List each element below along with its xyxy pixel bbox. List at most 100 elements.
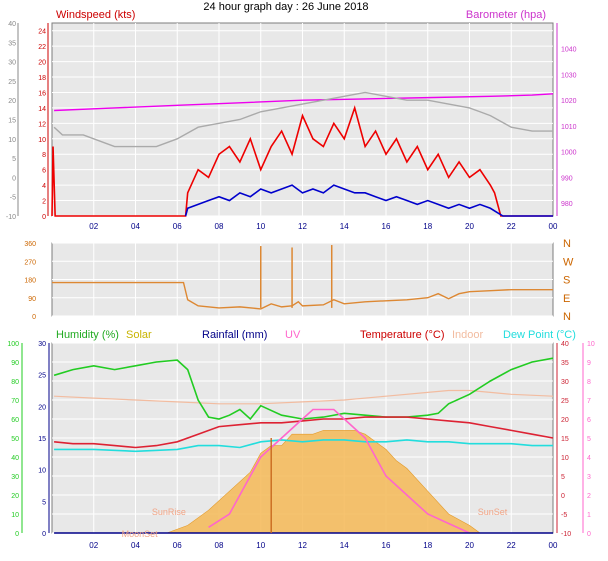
outer-tick-label: 25 bbox=[8, 79, 16, 86]
barometer-tick-label: 1000 bbox=[561, 150, 577, 157]
rainfall-tick-label: 10 bbox=[38, 468, 46, 475]
rainfall-tick-label: 20 bbox=[38, 404, 46, 411]
legend-entry: Humidity (%) bbox=[56, 329, 119, 341]
rainfall-tick-label: 25 bbox=[38, 373, 46, 380]
barometer-tick-label: 990 bbox=[561, 175, 573, 182]
legend-entry: Rainfall (mm) bbox=[202, 329, 267, 341]
outer-left-ticks: -10 -5 0 5 10 15 20 25 30 35 40 bbox=[6, 21, 16, 221]
climate-x-tick-label: 04 bbox=[131, 541, 140, 550]
compass-tick-label: N bbox=[563, 238, 571, 250]
windspeed-axis-title: Windspeed (kts) bbox=[56, 9, 135, 21]
climate-x-tick-label: 02 bbox=[89, 541, 98, 550]
uv-tick-label: 1 bbox=[587, 512, 591, 519]
legend-entry: Indoor bbox=[452, 329, 484, 341]
page-title: 24 hour graph day : 26 June 2018 bbox=[203, 1, 368, 13]
temperature-tick-label: 10 bbox=[561, 455, 569, 462]
windspeed-tick-label: 12 bbox=[38, 121, 46, 128]
temperature-tick-label: 25 bbox=[561, 398, 569, 405]
wind-x-tick-label: 22 bbox=[507, 222, 516, 231]
humidity-ticks: 0 10 20 30 40 50 60 70 80 90 100 bbox=[7, 341, 19, 538]
humidity-tick-label: 70 bbox=[11, 398, 19, 405]
humidity-tick-label: 0 bbox=[15, 531, 19, 538]
climate-x-tick-label: 00 bbox=[549, 541, 558, 550]
wind-x-tick-label: 02 bbox=[89, 222, 98, 231]
wind-x-tick-label: 12 bbox=[298, 222, 307, 231]
uv-tick-label: 10 bbox=[587, 341, 595, 348]
direction-tick-label: 90 bbox=[28, 296, 36, 303]
uv-tick-label: 4 bbox=[587, 455, 591, 462]
temperature-tick-label: 15 bbox=[561, 436, 569, 443]
rainfall-tick-label: 0 bbox=[42, 531, 46, 538]
wind-x-tick-label: 06 bbox=[173, 222, 182, 231]
climate-series-line-4 bbox=[54, 439, 553, 453]
barometer-tick-label: 1010 bbox=[561, 124, 577, 131]
windspeed-tick-label: 0 bbox=[42, 214, 46, 221]
outer-tick-label: 10 bbox=[8, 137, 16, 144]
humidity-tick-label: 30 bbox=[11, 474, 19, 481]
uv-tick-label: 0 bbox=[587, 531, 591, 538]
windspeed-tick-label: 4 bbox=[42, 183, 46, 190]
wind-x-tick-label: 00 bbox=[549, 222, 558, 231]
annotation-label: SunSet bbox=[478, 507, 508, 517]
uv-tick-label: 3 bbox=[587, 474, 591, 481]
uv-tick-label: 8 bbox=[587, 379, 591, 386]
direction-series bbox=[52, 245, 553, 310]
rainfall-tick-label: 30 bbox=[38, 341, 46, 348]
outer-tick-label: -5 bbox=[10, 195, 16, 202]
temperature-tick-label: 20 bbox=[561, 417, 569, 424]
compass-tick-label: E bbox=[563, 293, 570, 305]
wind-series-line-3 bbox=[184, 184, 553, 217]
climate-series bbox=[53, 357, 554, 534]
outer-tick-label: 35 bbox=[8, 40, 16, 47]
climate-x-tick-label: 06 bbox=[173, 541, 182, 550]
legend-entry: Dew Point (°C) bbox=[503, 329, 576, 341]
direction-grid bbox=[52, 242, 553, 317]
wind-x-tick-label: 18 bbox=[423, 222, 432, 231]
outer-tick-label: 40 bbox=[8, 21, 16, 28]
climate-legend: Humidity (%) Solar Rainfall (mm) UV Temperat… bbox=[56, 329, 576, 341]
humidity-tick-label: 100 bbox=[7, 341, 19, 348]
windspeed-tick-label: 14 bbox=[38, 106, 46, 113]
temperature-tick-label: 0 bbox=[561, 493, 565, 500]
uv-tick-label: 2 bbox=[587, 493, 591, 500]
temperature-tick-label: -10 bbox=[561, 531, 571, 538]
wind-series bbox=[51, 91, 554, 217]
climate-x-tick-label: 10 bbox=[256, 541, 265, 550]
outer-tick-label: 20 bbox=[8, 98, 16, 105]
wind-grid bbox=[52, 23, 553, 217]
wind-x-ticks: 02 04 06 08 10 12 14 16 18 20 22 00 bbox=[89, 222, 558, 231]
temperature-tick-label: 30 bbox=[561, 379, 569, 386]
wind-x-tick-label: 20 bbox=[465, 222, 474, 231]
climate-annotations: SunRise SunSet MoonSet bbox=[122, 507, 508, 539]
climate-x-tick-label: 08 bbox=[215, 541, 224, 550]
legend-entry: UV bbox=[285, 329, 301, 341]
climate-series-line-5 bbox=[208, 408, 470, 534]
wind-x-tick-label: 16 bbox=[382, 222, 391, 231]
compass-tick-label: W bbox=[563, 256, 574, 268]
legend-entry: Temperature (°C) bbox=[360, 329, 444, 341]
windspeed-tick-label: 10 bbox=[38, 137, 46, 144]
legend-entry: Solar bbox=[126, 329, 152, 341]
wind-x-tick-label: 04 bbox=[131, 222, 140, 231]
direction-tick-label: 180 bbox=[24, 278, 36, 285]
barometer-ticks: 980 990 1000 1010 1020 1030 1040 bbox=[561, 47, 577, 208]
windspeed-tick-label: 6 bbox=[42, 168, 46, 175]
outer-tick-label: 5 bbox=[12, 156, 16, 163]
wind-series-line-2 bbox=[51, 105, 553, 217]
climate-series-line-3 bbox=[54, 416, 554, 449]
wind-series-line-0 bbox=[54, 93, 554, 112]
climate-x-tick-label: 16 bbox=[382, 541, 391, 550]
barometer-axis-title: Barometer (hpa) bbox=[466, 9, 546, 21]
windspeed-tick-label: 18 bbox=[38, 75, 46, 82]
windspeed-tick-label: 8 bbox=[42, 152, 46, 159]
uv-tick-label: 9 bbox=[587, 360, 591, 367]
rainfall-tick-label: 5 bbox=[42, 499, 46, 506]
outer-tick-label: 15 bbox=[8, 118, 16, 125]
humidity-tick-label: 20 bbox=[11, 493, 19, 500]
humidity-tick-label: 50 bbox=[11, 436, 19, 443]
humidity-tick-label: 60 bbox=[11, 417, 19, 424]
